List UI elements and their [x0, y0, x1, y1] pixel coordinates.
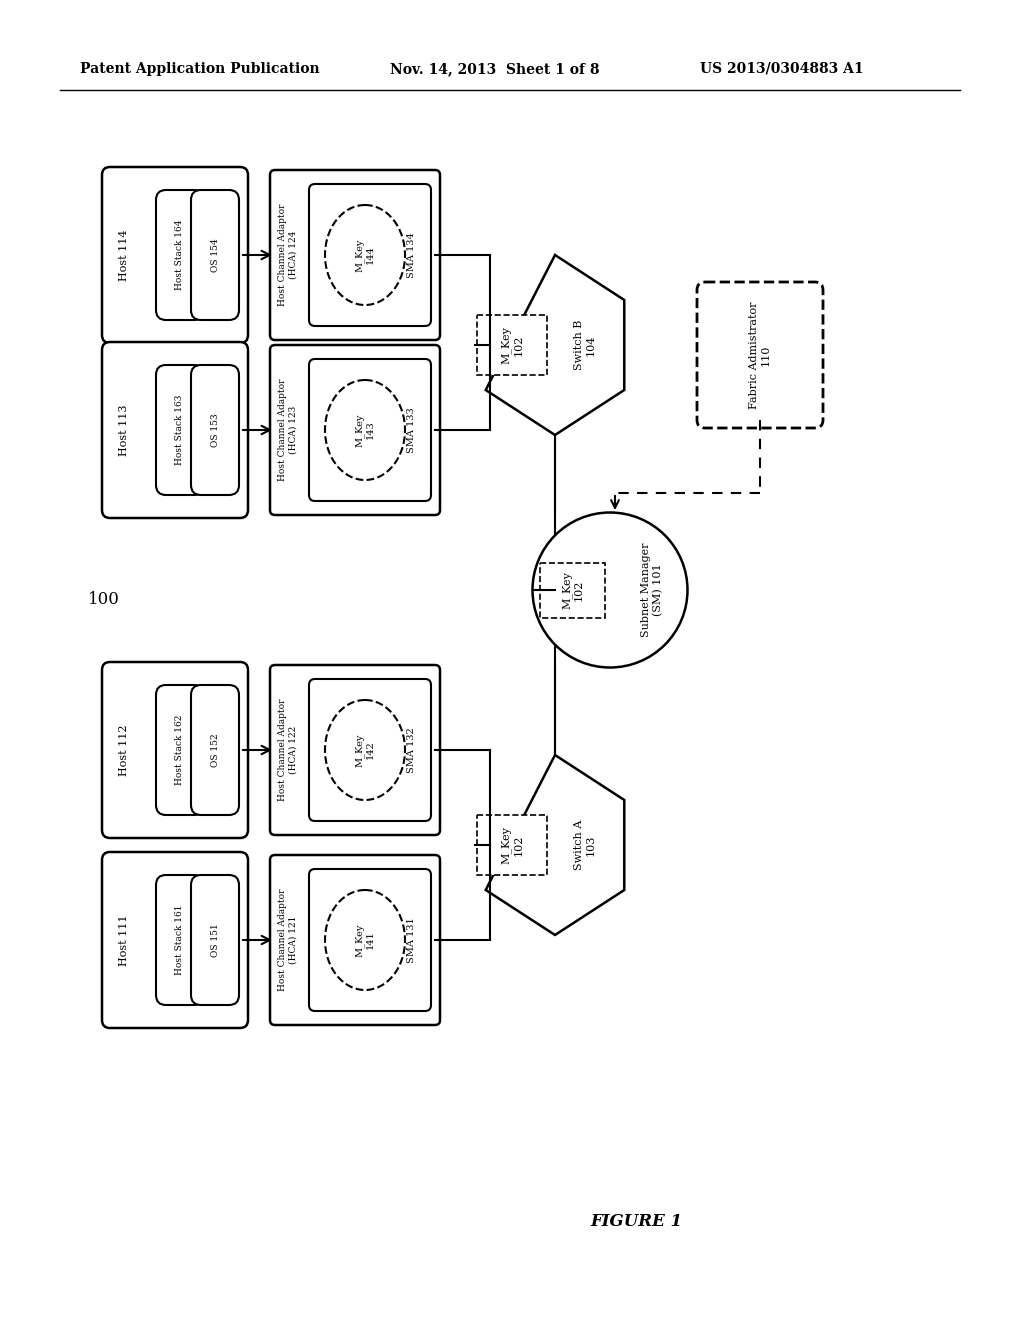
Ellipse shape — [325, 890, 406, 990]
Text: SMA 131: SMA 131 — [408, 917, 417, 962]
Text: Host Channel Adaptor
(HCA) 121: Host Channel Adaptor (HCA) 121 — [279, 888, 298, 991]
Text: M_Key
102: M_Key 102 — [501, 326, 523, 364]
FancyBboxPatch shape — [309, 678, 431, 821]
FancyBboxPatch shape — [270, 170, 440, 341]
Text: Switch A
103: Switch A 103 — [574, 820, 596, 870]
FancyBboxPatch shape — [102, 851, 248, 1028]
FancyBboxPatch shape — [102, 342, 248, 517]
FancyBboxPatch shape — [191, 190, 239, 319]
FancyBboxPatch shape — [477, 814, 547, 875]
Text: M_Key
102: M_Key 102 — [561, 572, 584, 609]
Text: OS 152: OS 152 — [211, 733, 219, 767]
Text: Subnet Manager
(SM) 101: Subnet Manager (SM) 101 — [641, 543, 663, 638]
FancyBboxPatch shape — [270, 855, 440, 1026]
Text: OS 153: OS 153 — [211, 413, 219, 446]
Ellipse shape — [325, 205, 406, 305]
Text: Host 111: Host 111 — [119, 915, 129, 966]
Text: 100: 100 — [88, 591, 120, 609]
Text: Host 113: Host 113 — [119, 404, 129, 455]
Text: M_Key
143: M_Key 143 — [355, 413, 375, 446]
Text: Switch B
104: Switch B 104 — [574, 319, 596, 370]
Polygon shape — [485, 755, 625, 935]
FancyBboxPatch shape — [309, 359, 431, 502]
Text: Fabric Admistrator
110: Fabric Admistrator 110 — [750, 301, 771, 409]
Text: Host 112: Host 112 — [119, 725, 129, 776]
FancyBboxPatch shape — [102, 168, 248, 343]
Text: Host Channel Adaptor
(HCA) 123: Host Channel Adaptor (HCA) 123 — [279, 379, 298, 482]
Text: M_Key
144: M_Key 144 — [355, 239, 375, 272]
Text: Host Stack 162: Host Stack 162 — [175, 715, 184, 785]
FancyBboxPatch shape — [540, 562, 605, 618]
Text: Host Stack 161: Host Stack 161 — [175, 904, 184, 975]
Text: US 2013/0304883 A1: US 2013/0304883 A1 — [700, 62, 863, 77]
FancyBboxPatch shape — [156, 685, 204, 814]
Text: OS 154: OS 154 — [211, 238, 219, 272]
FancyBboxPatch shape — [191, 366, 239, 495]
FancyBboxPatch shape — [156, 190, 204, 319]
Text: M_Key
102: M_Key 102 — [501, 826, 523, 863]
Text: Nov. 14, 2013  Sheet 1 of 8: Nov. 14, 2013 Sheet 1 of 8 — [390, 62, 599, 77]
FancyBboxPatch shape — [697, 282, 823, 428]
Text: OS 151: OS 151 — [211, 923, 219, 957]
Text: Host Stack 163: Host Stack 163 — [175, 395, 184, 465]
FancyBboxPatch shape — [477, 315, 547, 375]
Text: Host Channel Adaptor
(HCA) 122: Host Channel Adaptor (HCA) 122 — [279, 698, 298, 801]
FancyBboxPatch shape — [270, 665, 440, 836]
FancyBboxPatch shape — [309, 869, 431, 1011]
FancyBboxPatch shape — [270, 345, 440, 515]
FancyBboxPatch shape — [102, 663, 248, 838]
Text: Host 114: Host 114 — [119, 230, 129, 281]
FancyBboxPatch shape — [309, 183, 431, 326]
FancyBboxPatch shape — [156, 875, 204, 1005]
Text: SMA 132: SMA 132 — [408, 727, 417, 774]
Text: Host Channel Adaptor
(HCA) 124: Host Channel Adaptor (HCA) 124 — [279, 203, 298, 306]
Polygon shape — [485, 255, 625, 436]
FancyBboxPatch shape — [191, 685, 239, 814]
Text: FIGURE 1: FIGURE 1 — [590, 1213, 682, 1230]
Text: Host Stack 164: Host Stack 164 — [175, 219, 184, 290]
Ellipse shape — [325, 700, 406, 800]
Text: SMA 133: SMA 133 — [408, 407, 417, 453]
Text: M_Key
142: M_Key 142 — [355, 734, 375, 767]
FancyBboxPatch shape — [191, 875, 239, 1005]
Ellipse shape — [532, 512, 687, 668]
Text: Patent Application Publication: Patent Application Publication — [80, 62, 319, 77]
Text: M_Key
141: M_Key 141 — [355, 923, 375, 957]
FancyBboxPatch shape — [156, 366, 204, 495]
Ellipse shape — [325, 380, 406, 480]
Text: SMA 134: SMA 134 — [408, 232, 417, 279]
